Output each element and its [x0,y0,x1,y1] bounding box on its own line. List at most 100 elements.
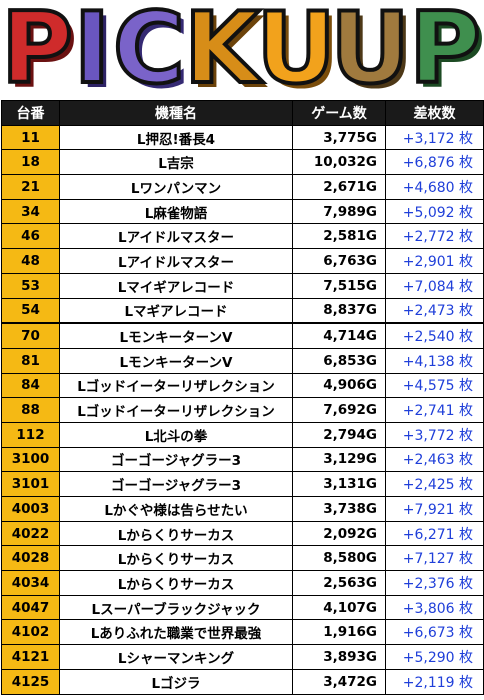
banner-letter-c: C [111,0,187,106]
header-machine-number: 台番 [1,100,60,126]
table-row: 48 Lアイドルマスター 6,763G +2,901 枚 [1,248,484,274]
machine-number-cell: 4047 [1,594,60,621]
game-count-cell: 4,714G [292,322,386,349]
game-count-cell: 7,989G [292,198,386,225]
table-row: 54 Lマギアレコード 8,837G +2,473 枚 [1,297,484,325]
table-row: 3101 ゴーゴージャグラー3 3,131G +2,425 枚 [1,471,484,497]
coin-difference-cell: +2,901 枚 [385,248,484,274]
machine-number-cell: 18 [1,149,60,176]
machine-number-cell: 48 [1,248,60,274]
coin-difference-cell: +7,127 枚 [385,545,484,572]
header-coin-difference: 差枚数 [385,100,484,126]
coin-difference-cell: +7,084 枚 [385,272,484,299]
machine-name-cell: Lシャーマンキング [59,644,293,670]
machine-number-cell: 70 [1,322,60,349]
table-row: 4003 Lかぐや様は告らせたい 3,738G +7,921 枚 [1,496,484,522]
machine-name-cell: Lありふれた職業で世界最強 [59,619,293,646]
machine-number-cell: 84 [1,372,60,399]
game-count-cell: 8,837G [292,297,386,325]
machine-name-cell: Lマギアレコード [59,297,293,325]
coin-difference-cell: +2,772 枚 [385,223,484,250]
coin-difference-cell: +4,575 枚 [385,372,484,399]
banner-letter-p-second: P [407,0,483,106]
machine-name-cell: Lアイドルマスター [59,248,293,274]
machine-name-cell: ゴーゴージャグラー3 [59,471,293,497]
machine-name-cell: Lゴッドイーターリザレクション [59,397,293,423]
machine-number-cell: 34 [1,198,60,225]
machine-name-cell: Lスーパーブラックジャック [59,594,293,621]
game-count-cell: 2,671G [292,174,386,200]
machine-name-cell: Lからくりサーカス [59,520,293,547]
coin-difference-cell: +2,463 枚 [385,446,484,473]
table-row: 112 L北斗の拳 2,794G +3,772 枚 [1,421,484,448]
game-count-cell: 3,738G [292,496,386,522]
table-row: 18 L吉宗 10,032G +6,876 枚 [1,149,484,176]
table-row: 46 Lアイドルマスター 2,581G +2,772 枚 [1,223,484,250]
machine-name-cell: Lアイドルマスター [59,223,293,250]
machine-name-cell: L北斗の拳 [59,421,293,448]
machine-name-cell: L麻雀物語 [59,198,293,225]
game-count-cell: 7,515G [292,272,386,299]
game-count-cell: 3,472G [292,668,386,695]
table-row: 4022 Lからくりサーカス 2,092G +6,271 枚 [1,520,484,547]
game-count-cell: 2,794G [292,421,386,448]
table-row: 34 L麻雀物語 7,989G +5,092 枚 [1,198,484,225]
table-row: 4028 Lからくりサーカス 8,580G +7,127 枚 [1,545,484,572]
machine-number-cell: 4034 [1,570,60,596]
machine-number-cell: 3100 [1,446,60,473]
table-row: 4125 Lゴジラ 3,472G +2,119 枚 [1,668,484,695]
machine-name-cell: Lからくりサーカス [59,545,293,572]
game-count-cell: 3,131G [292,471,386,497]
game-count-cell: 3,129G [292,446,386,473]
machine-name-cell: L押忍!番長4 [59,124,293,151]
game-count-cell: 4,906G [292,372,386,399]
coin-difference-cell: +4,680 枚 [385,174,484,200]
table-row: 81 LモンキーターンV 6,853G +4,138 枚 [1,347,484,374]
banner-letter-i: I [72,0,112,106]
coin-difference-cell: +3,172 枚 [385,124,484,151]
banner-letter-u: U [254,0,338,106]
table-header-row: 台番 機種名 ゲーム数 差枚数 [1,100,484,126]
machine-number-cell: 4028 [1,545,60,572]
coin-difference-cell: +2,741 枚 [385,397,484,423]
game-count-cell: 2,581G [292,223,386,250]
coin-difference-cell: +3,772 枚 [385,421,484,448]
table-row: 88 Lゴッドイーターリザレクション 7,692G +2,741 枚 [1,397,484,423]
game-count-cell: 2,092G [292,520,386,547]
table-row: 21 Lワンパンマン 2,671G +4,680 枚 [1,174,484,200]
table-body: 11 L押忍!番長4 3,775G +3,172 枚 18 L吉宗 10,032G +6,87… [1,124,484,695]
machine-name-cell: L吉宗 [59,149,293,176]
table-row: 4034 Lからくりサーカス 2,563G +2,376 枚 [1,570,484,596]
table-row: 11 L押忍!番長4 3,775G +3,172 枚 [1,124,484,151]
machine-number-cell: 4125 [1,668,60,695]
table-row: 4102 Lありふれた職業で世界最強 1,916G +6,673 枚 [1,619,484,646]
machine-number-cell: 88 [1,397,60,423]
game-count-cell: 4,107G [292,594,386,621]
table-row: 4121 Lシャーマンキング 3,893G +5,290 枚 [1,644,484,670]
pickup-banner: P I C K U U P [0,0,484,100]
machine-number-cell: 4121 [1,644,60,670]
machine-name-cell: Lマイギアレコード [59,272,293,299]
machine-name-cell: Lかぐや様は告らせたい [59,496,293,522]
machine-number-cell: 21 [1,174,60,200]
machine-number-cell: 4022 [1,520,60,547]
coin-difference-cell: +6,271 枚 [385,520,484,547]
machine-name-cell: Lからくりサーカス [59,570,293,596]
table-row: 53 Lマイギアレコード 7,515G +7,084 枚 [1,272,484,299]
coin-difference-cell: +6,876 枚 [385,149,484,176]
coin-difference-cell: +6,673 枚 [385,619,484,646]
game-count-cell: 1,916G [292,619,386,646]
header-game-count: ゲーム数 [292,100,386,126]
machine-name-cell: Lゴジラ [59,668,293,695]
game-count-cell: 8,580G [292,545,386,572]
table-row: 4047 Lスーパーブラックジャック 4,107G +3,806 枚 [1,594,484,621]
machine-number-cell: 46 [1,223,60,250]
machine-number-cell: 11 [1,124,60,151]
game-count-cell: 7,692G [292,397,386,423]
coin-difference-cell: +2,473 枚 [385,297,484,325]
machine-number-cell: 53 [1,272,60,299]
coin-difference-cell: +2,376 枚 [385,570,484,596]
machine-number-cell: 112 [1,421,60,448]
banner-letter-u-second: U [328,0,412,106]
